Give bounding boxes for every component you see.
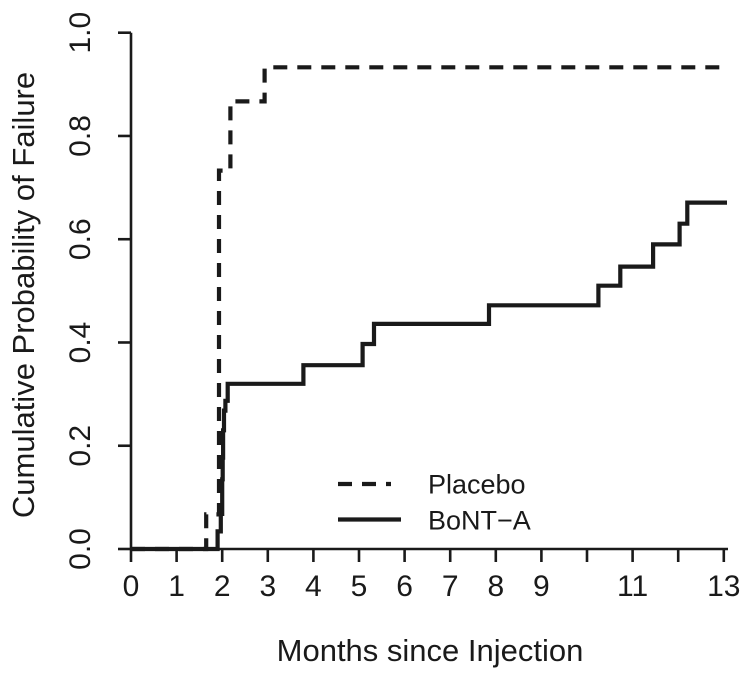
x-axis-title: Months since Injection bbox=[277, 633, 584, 668]
x-tick-label: 9 bbox=[533, 570, 550, 603]
axes-group: 0 1 2 3 4 5 6 7 8 9 11 13 0.0 0.2 0.4 0.6 0.8 1.0 bbox=[64, 12, 740, 603]
x-tick-label: 13 bbox=[707, 570, 740, 603]
x-tick-label: 6 bbox=[396, 570, 413, 603]
x-tick-label: 7 bbox=[442, 570, 459, 603]
x-tick-label: 0 bbox=[123, 570, 140, 603]
x-tick-label: 11 bbox=[617, 570, 648, 603]
y-tick-label: 1.0 bbox=[64, 12, 97, 54]
y-tick-label: 0.4 bbox=[64, 322, 97, 364]
legend: Placebo BoNT−A bbox=[338, 470, 531, 536]
x-axis-ticks: 0 1 2 3 4 5 6 7 8 9 11 13 bbox=[123, 549, 740, 603]
x-tick-label: 8 bbox=[487, 570, 504, 603]
curve-bont-a bbox=[131, 200, 727, 552]
x-tick-label: 2 bbox=[214, 570, 231, 603]
y-tick-label: 0.6 bbox=[64, 218, 97, 260]
y-axis-ticks: 0.0 0.2 0.4 0.6 0.8 1.0 bbox=[64, 12, 131, 570]
y-tick-label: 0.0 bbox=[64, 528, 97, 570]
x-tick-label: 4 bbox=[305, 570, 322, 603]
y-axis-title: Cumulative Probability of Failure bbox=[6, 72, 41, 518]
x-tick-label: 1 bbox=[168, 570, 185, 603]
x-tick-label: 5 bbox=[351, 570, 368, 603]
legend-label-placebo: Placebo bbox=[428, 470, 526, 500]
x-tick-label: 3 bbox=[259, 570, 276, 603]
y-tick-label: 0.2 bbox=[64, 425, 97, 467]
series-curves-group bbox=[131, 65, 728, 552]
legend-label-bont-a: BoNT−A bbox=[428, 506, 531, 536]
y-tick-label: 0.8 bbox=[64, 115, 97, 157]
